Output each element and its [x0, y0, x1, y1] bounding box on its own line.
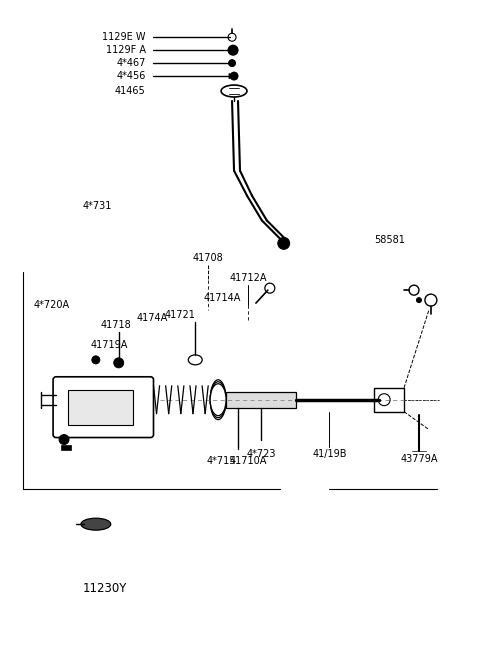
Circle shape [278, 237, 290, 250]
Text: 4*715: 4*715 [206, 457, 236, 466]
Text: 1129E W: 1129E W [102, 32, 145, 42]
Text: 1129F A: 1129F A [106, 45, 145, 55]
Text: 11230Y: 11230Y [83, 582, 127, 595]
Text: 41721: 41721 [165, 310, 196, 320]
Text: 41710A: 41710A [229, 457, 267, 466]
Bar [68, 390, 132, 424]
Text: 58581: 58581 [374, 235, 405, 245]
Ellipse shape [210, 384, 226, 416]
Bar [226, 392, 296, 407]
Ellipse shape [81, 518, 111, 530]
FancyBboxPatch shape [53, 377, 154, 438]
Text: 41719A: 41719A [90, 340, 128, 350]
Text: 4*731: 4*731 [83, 200, 112, 210]
Text: 43779A: 43779A [400, 455, 438, 464]
Circle shape [59, 434, 69, 445]
Text: 41712A: 41712A [229, 273, 267, 283]
Text: 41718: 41718 [100, 320, 131, 330]
Text: 4*723: 4*723 [246, 449, 276, 459]
Text: 41714A: 41714A [204, 293, 241, 303]
Ellipse shape [210, 380, 226, 420]
Text: 4*456: 4*456 [116, 71, 145, 81]
Text: 41708: 41708 [193, 254, 224, 263]
Bar [374, 388, 404, 412]
Text: 4*467: 4*467 [116, 58, 145, 68]
Circle shape [230, 72, 238, 80]
Ellipse shape [210, 382, 226, 418]
Circle shape [114, 358, 124, 368]
Circle shape [228, 45, 238, 55]
Text: 4*720A: 4*720A [33, 300, 69, 310]
Circle shape [228, 60, 236, 66]
Text: 4174A: 4174A [137, 313, 168, 323]
Text: 41465: 41465 [115, 86, 145, 96]
Circle shape [417, 298, 421, 303]
Bar [61, 445, 71, 451]
Text: 41/19B: 41/19B [312, 449, 347, 459]
Circle shape [92, 356, 100, 364]
